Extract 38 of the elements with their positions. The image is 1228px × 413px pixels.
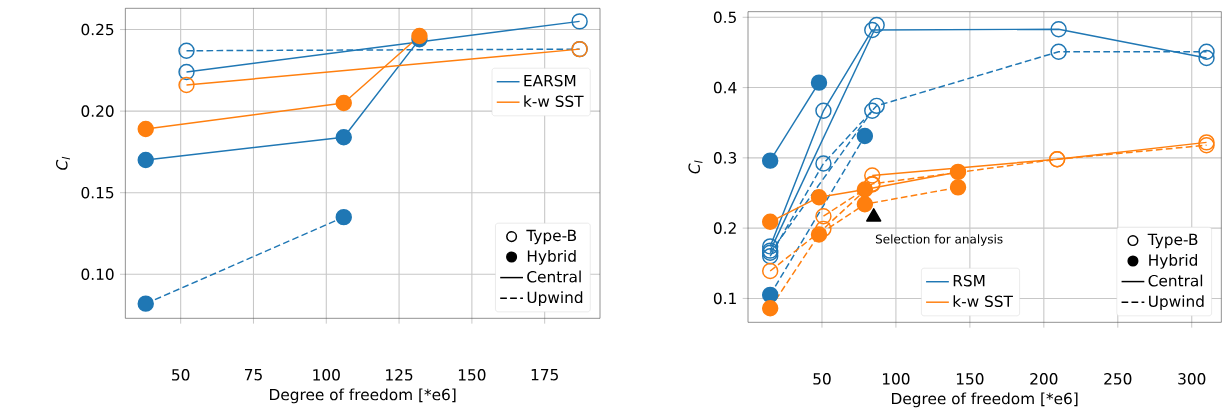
legend-label: Type-B xyxy=(1147,233,1198,249)
x-tick-label: 300 xyxy=(1178,373,1206,385)
y-tick-label: 0.10 xyxy=(81,268,114,281)
y-tick-label: 0.5 xyxy=(713,11,736,24)
legend-label: Type-B xyxy=(526,229,577,245)
x-tick-label: 100 xyxy=(313,369,340,381)
x-tick-label: 150 xyxy=(458,369,486,381)
x-tick-label: 200 xyxy=(1030,373,1058,385)
x-tick-label: 50 xyxy=(172,369,190,381)
annotation: Selection for analysis xyxy=(875,234,1003,246)
legend-label: k-w SST xyxy=(524,95,584,108)
legend-label: Upwind xyxy=(527,291,583,307)
x-tick-label: 100 xyxy=(882,373,910,385)
y-axis-title: C$_{l}$ xyxy=(55,156,71,170)
legend-label: k-w SST xyxy=(953,295,1013,308)
legend-label: Hybrid xyxy=(1149,253,1197,269)
x-tick-label: 175 xyxy=(531,369,558,381)
y-tick-label: 0.3 xyxy=(713,152,737,164)
y-tick-label: 0.4 xyxy=(713,81,737,94)
y-tick-label: 0.2 xyxy=(713,222,736,234)
x-tick-label: 75 xyxy=(244,369,262,381)
legend-label: EARSM xyxy=(524,74,576,87)
y-tick-label: 0.25 xyxy=(81,23,114,36)
y-axis-title: C$_{l}$ xyxy=(688,160,703,174)
legend-label: Central xyxy=(527,270,581,283)
legend-label: RSM xyxy=(953,274,985,287)
legend-label: Hybrid xyxy=(527,250,576,265)
x-tick-label: 50 xyxy=(813,373,831,385)
y-tick-label: 0.20 xyxy=(81,105,114,117)
x-tick-label: 150 xyxy=(956,373,984,385)
y-tick-label: 0.15 xyxy=(81,186,114,199)
legend-label: Central xyxy=(1148,274,1203,287)
x-axis-title: Degree of freedom [*e6] xyxy=(892,392,1078,408)
y-tick-label: 0.1 xyxy=(713,292,736,305)
x-axis-title: Degree of freedom [*e6] xyxy=(270,388,456,404)
legend-label: Upwind xyxy=(1149,295,1204,311)
x-tick-label: 125 xyxy=(386,369,413,381)
x-tick-label: 250 xyxy=(1104,373,1132,385)
